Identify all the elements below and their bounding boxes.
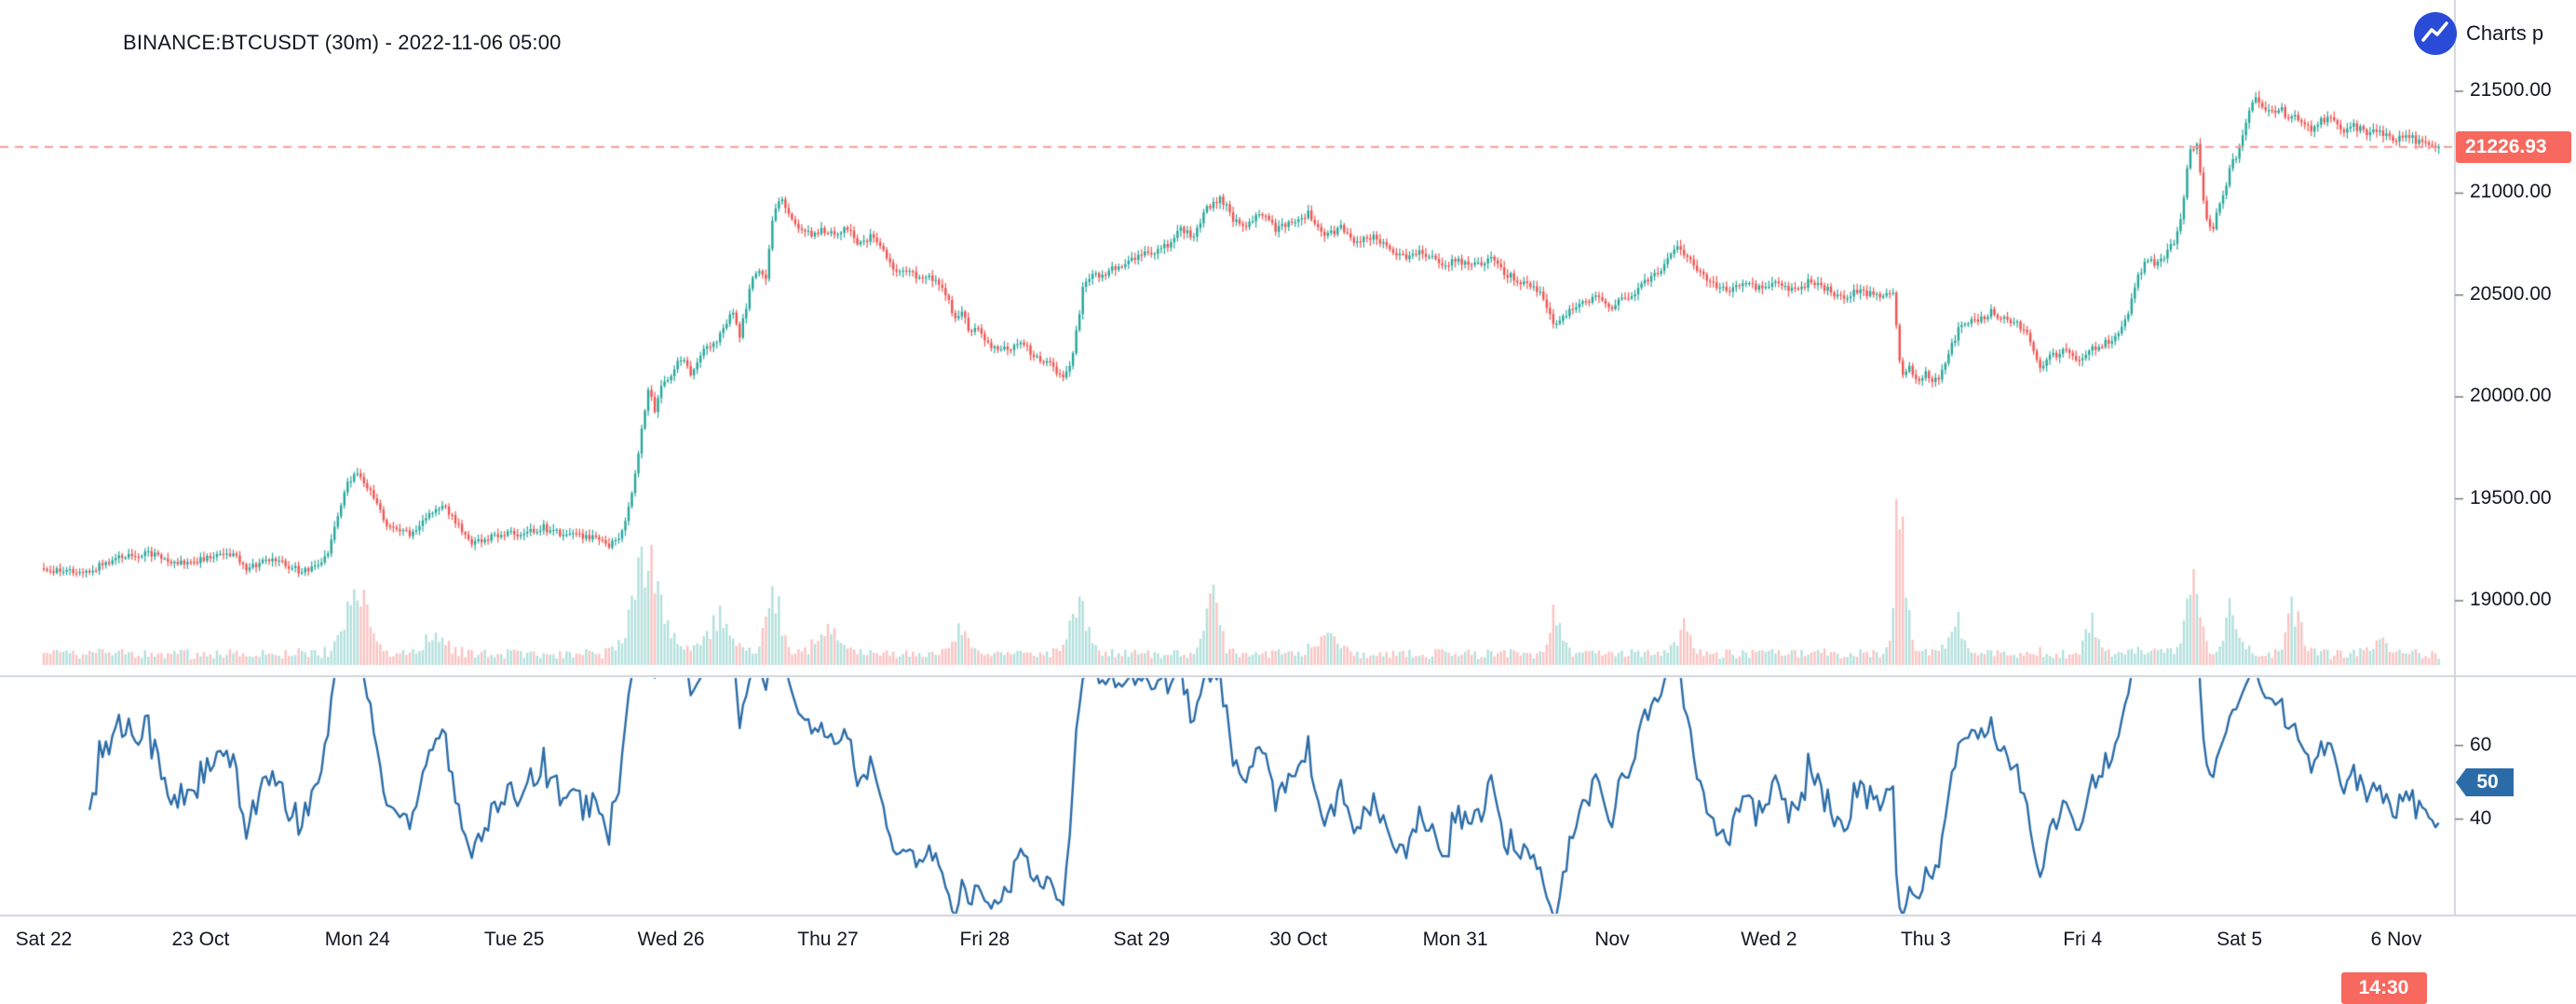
time-axis-label: Tue 25 <box>483 929 545 950</box>
time-axis-label: Sat 5 <box>2217 929 2263 950</box>
price-axis[interactable]: 21500.00 21000.00 20500.00 20000.00 19500.00… <box>2455 0 2576 916</box>
price-axis-label: 20500.00 <box>2470 282 2552 305</box>
rsi-axis-label: 40 <box>2470 807 2492 829</box>
rsi-value: 50 <box>2476 771 2499 793</box>
time-axis-label: Fri 28 <box>959 929 1010 950</box>
last-price-value: 21226.93 <box>2465 135 2547 157</box>
time-axis-label: 30 Oct <box>1269 929 1328 950</box>
attribution[interactable]: Charts p <box>2414 12 2543 55</box>
rsi-value-badge: 50 <box>2456 768 2514 796</box>
time-axis-label: Sat 22 <box>15 929 73 950</box>
tradingview-logo-icon <box>2414 12 2457 55</box>
time-axis-label: 23 Oct <box>171 929 230 950</box>
rsi-axis-label: 60 <box>2470 733 2492 755</box>
time-axis-label: Mon 24 <box>324 929 390 950</box>
time-axis-label: Sat 29 <box>1113 929 1171 950</box>
time-axis-label: Thu 3 <box>1900 929 1951 950</box>
last-time-badge: 14:30 <box>2340 972 2427 1004</box>
time-axis-label: Thu 27 <box>797 929 859 950</box>
attribution-label: Charts p <box>2466 21 2544 45</box>
price-axis-label: 20000.00 <box>2470 385 2552 407</box>
symbol-title: BINANCE:BTCUSDT (30m) - 2022-11-06 05:00 <box>123 31 562 54</box>
last-time-value: 14:30 <box>2358 977 2409 998</box>
time-axis-label: Fri 4 <box>2063 929 2103 950</box>
price-axis-label: 19000.00 <box>2470 589 2552 610</box>
price-axis-label: 19500.00 <box>2470 486 2552 509</box>
time-axis[interactable]: Sat 22 23 Oct Mon 24 Tue 25 Wed 26 Thu 27 Fri … <box>0 916 2576 1004</box>
time-axis-label: 6 Nov <box>2370 929 2422 950</box>
time-axis-label: Mon 31 <box>1422 929 1488 950</box>
price-axis-label: 21000.00 <box>2470 181 2552 203</box>
price-axis-label: 21500.00 <box>2470 79 2552 101</box>
time-axis-label: Wed 26 <box>637 929 705 950</box>
time-axis-label: Nov <box>1594 929 1630 950</box>
last-price-badge: 21226.93 <box>2456 130 2571 163</box>
time-axis-label: Wed 2 <box>1741 929 1797 950</box>
